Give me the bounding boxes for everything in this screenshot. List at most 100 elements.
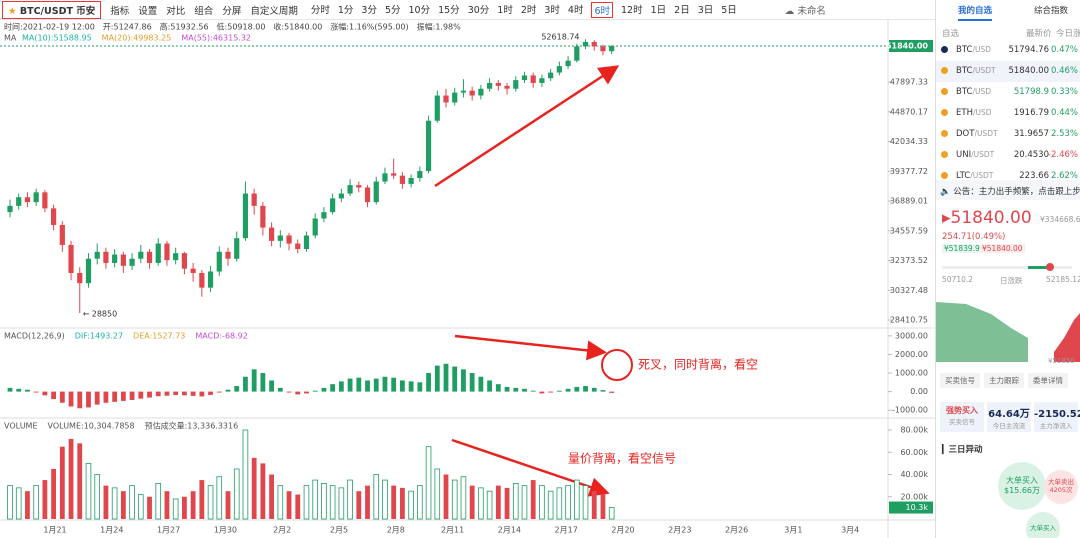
bar: [155, 483, 162, 520]
x-tick-label: 2月2: [273, 526, 291, 535]
symbol-selector[interactable]: ★ BTC/USDT 币安: [2, 0, 102, 19]
period[interactable]: 30分: [467, 4, 490, 16]
candle-body: [286, 235, 292, 244]
period[interactable]: 5日: [721, 4, 737, 16]
price-cny: ¥334668.67: [1040, 215, 1080, 224]
bar: [303, 485, 310, 520]
change: 2.62%: [1050, 171, 1078, 181]
bid: ¥51839.99: [942, 244, 987, 253]
candle-body: [94, 251, 100, 259]
bar: [42, 480, 48, 519]
tab[interactable]: 综合指数: [1034, 6, 1069, 16]
symbol-quote: /USD: [972, 87, 992, 96]
annotation: 死叉，同时背离，看空: [638, 357, 758, 372]
info-item: 低:50918.00: [217, 22, 266, 32]
period[interactable]: 15分: [438, 4, 460, 16]
watch-row[interactable]: DOT/USDT 31.9657 2.53%: [936, 124, 1080, 145]
candle-body: [312, 218, 318, 236]
bar: [591, 387, 597, 392]
period[interactable]: 1时: [497, 4, 513, 16]
bar: [347, 479, 353, 520]
legend-item: MA(10):51588.95: [22, 34, 92, 43]
period[interactable]: 3时: [544, 4, 560, 16]
period[interactable]: 分时: [310, 4, 330, 16]
legend-item: DIF:1493.27: [75, 332, 123, 341]
tab[interactable]: 我的自选: [958, 4, 993, 21]
bar: [600, 494, 606, 519]
info-item: 高:51932.56: [160, 22, 209, 32]
bar: [155, 391, 161, 397]
sub-tab[interactable]: 主力跟踪: [984, 373, 1024, 388]
sub-tab[interactable]: 委单详情: [1028, 373, 1068, 388]
last-price: 31.9657: [1013, 129, 1049, 139]
x-tick-label: 2月23: [668, 526, 691, 535]
sub-tab[interactable]: 买卖信号: [940, 373, 980, 388]
bar: [182, 391, 187, 396]
candle-body: [382, 173, 388, 182]
symbol-quote: /USDT: [970, 171, 994, 180]
last-price: 20.4530: [1013, 150, 1049, 160]
candle-body: [216, 251, 222, 272]
candle-body: [347, 185, 353, 194]
period[interactable]: 12时: [621, 4, 643, 16]
bar: [260, 463, 266, 519]
period[interactable]: 1分: [337, 4, 354, 16]
candle-body: [42, 192, 48, 209]
account[interactable]: ☁ 未命名: [784, 5, 826, 17]
candle-body: [460, 90, 467, 93]
bar: [583, 386, 588, 392]
period[interactable]: 2时: [520, 4, 537, 16]
bar: [539, 391, 545, 394]
period[interactable]: 10分: [408, 4, 431, 16]
bar: [356, 491, 362, 519]
bar: [373, 378, 379, 392]
watch-row[interactable]: BTC/USDT 51840.00 0.46%: [936, 61, 1080, 82]
candle-body: [408, 178, 414, 184]
tool[interactable]: 设置: [138, 5, 158, 17]
stat-label: 主力净流入: [1039, 422, 1073, 430]
tool[interactable]: 分屏: [222, 5, 242, 17]
bar: [138, 391, 144, 399]
watch-row[interactable]: UNI/USDT 20.4530 -2.46%: [936, 145, 1080, 166]
y-tick-label: 34557.59: [890, 226, 928, 235]
bar: [147, 496, 152, 519]
legend-title: MA: [4, 34, 17, 43]
last-price: 51840.00: [1008, 66, 1049, 76]
period[interactable]: 6时: [591, 1, 614, 18]
bar: [425, 446, 432, 520]
range-label: 日涨跌: [1000, 276, 1023, 285]
y-tick-label: 80.00k: [900, 426, 928, 435]
candle-body: [242, 193, 249, 239]
watch-row[interactable]: BTC/USD 51794.76 0.47%: [936, 40, 1080, 61]
notice[interactable]: 🔈 公告：主力出手频繁，点击跟上步伐: [936, 180, 1080, 200]
period[interactable]: 3分: [361, 4, 377, 16]
period[interactable]: 2日: [674, 4, 690, 16]
tool[interactable]: 指标: [110, 5, 130, 17]
candle-body: [391, 173, 397, 176]
bar: [469, 373, 475, 392]
tool[interactable]: 自定义周期: [250, 5, 298, 17]
y-tick-label: 28410.75: [890, 315, 928, 324]
tool[interactable]: 组合: [194, 5, 214, 17]
legend-item: VOLUME:10,304.7858: [48, 422, 135, 431]
watch-row[interactable]: ETH/USD 1916.79 0.44%: [936, 103, 1080, 124]
candle-body: [373, 181, 379, 203]
period[interactable]: 1日: [650, 4, 667, 16]
price: ▸51840.00: [942, 208, 1032, 228]
change: 254.71(0.49%): [942, 232, 1006, 242]
change: 2.53%: [1050, 129, 1078, 139]
watch-row[interactable]: BTC/USD 51798.9 0.33%: [936, 82, 1080, 103]
stat-label: 买卖信号: [949, 418, 975, 426]
period[interactable]: 5分: [384, 4, 401, 16]
bubble-text: 大单卖出: [1048, 478, 1074, 487]
period[interactable]: 3日: [697, 4, 714, 16]
bar: [547, 490, 554, 520]
column-header: 最新价: [1026, 29, 1052, 39]
candle-body: [16, 197, 22, 206]
tool[interactable]: 对比: [166, 5, 186, 17]
bar: [582, 485, 589, 520]
period[interactable]: 4时: [567, 4, 584, 16]
watch-row[interactable]: LTC/USDT 223.66 2.62%: [936, 166, 1080, 187]
bar: [103, 485, 109, 519]
coin-icon: [941, 109, 948, 116]
